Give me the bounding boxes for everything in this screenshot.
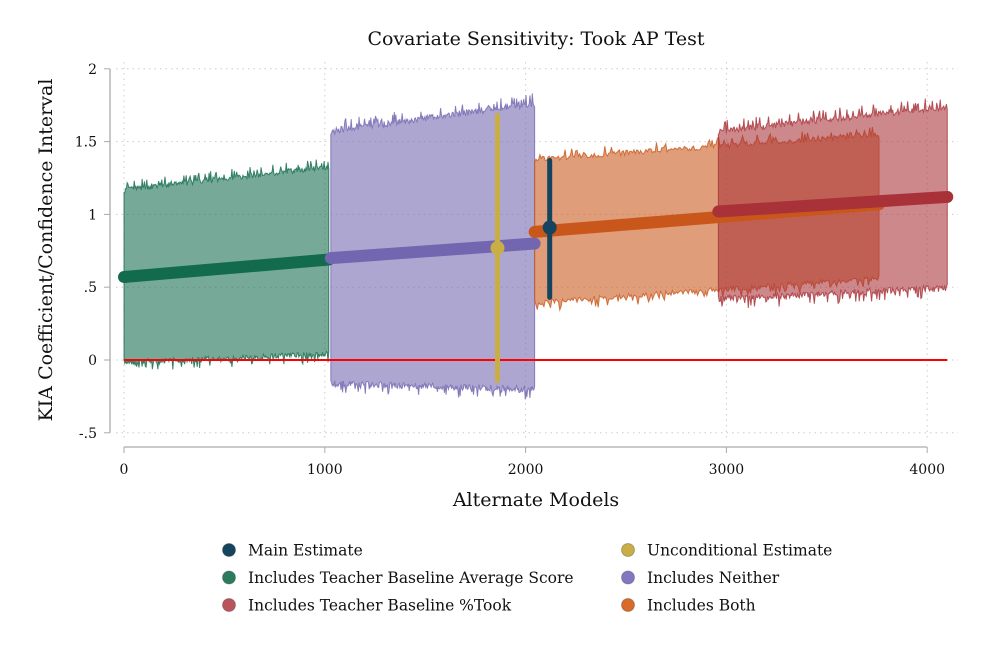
- legend-label: Includes Neither: [647, 569, 780, 587]
- y-axis-label: KIA Coefficient/Confidence Interval: [35, 79, 57, 422]
- legend-item: Includes Teacher Baseline Average Score: [222, 569, 574, 587]
- y-tick-label: .5: [84, 280, 97, 296]
- legend-item: Includes Both: [621, 597, 756, 615]
- y-tick-label: 1.5: [75, 135, 97, 151]
- y-tick-label: 1: [88, 207, 97, 223]
- point-marker: [490, 240, 505, 255]
- legend-marker: [621, 543, 635, 557]
- legend-item: Includes Neither: [621, 569, 780, 587]
- point-marker: [542, 220, 557, 235]
- x-tick-label: 2000: [508, 462, 544, 478]
- legend-label: Includes Both: [647, 597, 756, 615]
- legend-marker: [621, 570, 635, 585]
- legend-marker: [222, 598, 236, 612]
- x-tick-label: 4000: [909, 462, 945, 478]
- legend-label: Unconditional Estimate: [647, 542, 832, 560]
- axes: 21.51.50-.50 1000 2000 3000 4000: [75, 62, 945, 478]
- point-estimates: [490, 112, 557, 383]
- x-tick-label: 1000: [307, 462, 343, 478]
- estimate-line: [118, 253, 335, 284]
- y-tick-label: 2: [88, 62, 97, 78]
- y-tick-label: -.5: [79, 426, 97, 442]
- legend: Main Estimate Unconditional Estimate Inclu…: [222, 542, 832, 615]
- chart-title: Covariate Sensitivity: Took AP Test: [367, 28, 704, 50]
- legend-marker: [222, 570, 236, 585]
- legend-marker: [621, 598, 635, 612]
- y-tick-label: 0: [88, 353, 97, 369]
- legend-item: Main Estimate: [222, 542, 363, 560]
- x-tick-label: 3000: [709, 462, 745, 478]
- x-tick-label: 0: [120, 462, 129, 478]
- legend-item: Includes Teacher Baseline %Took: [222, 597, 512, 615]
- legend-label: Includes Teacher Baseline %Took: [248, 597, 512, 615]
- estimate-line: [712, 190, 954, 218]
- legend-label: Includes Teacher Baseline Average Score: [248, 569, 574, 587]
- legend-marker: [222, 543, 236, 557]
- legend-label: Main Estimate: [248, 542, 363, 560]
- legend-item: Unconditional Estimate: [621, 542, 832, 560]
- x-axis-label: Alternate Models: [452, 489, 619, 511]
